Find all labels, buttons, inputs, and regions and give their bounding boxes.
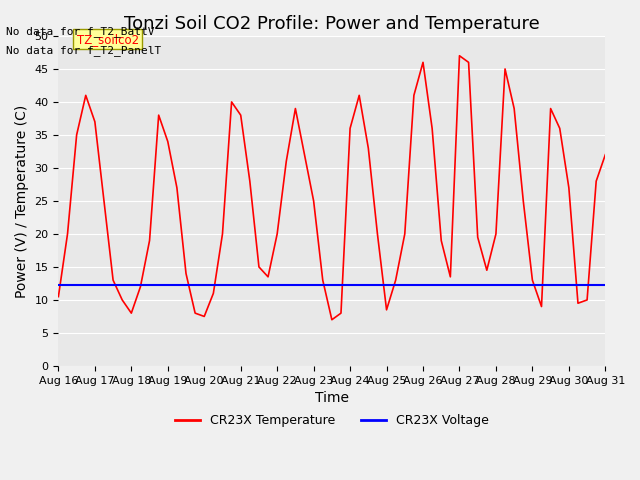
Y-axis label: Power (V) / Temperature (C): Power (V) / Temperature (C): [15, 104, 29, 298]
Text: No data for f_T2_BattV: No data for f_T2_BattV: [6, 25, 155, 36]
Text: No data for f_T2_PanelT: No data for f_T2_PanelT: [6, 45, 162, 56]
Legend: CR23X Temperature, CR23X Voltage: CR23X Temperature, CR23X Voltage: [170, 409, 493, 432]
Text: TZ_soilco2: TZ_soilco2: [77, 33, 139, 46]
X-axis label: Time: Time: [315, 391, 349, 405]
Title: Tonzi Soil CO2 Profile: Power and Temperature: Tonzi Soil CO2 Profile: Power and Temper…: [124, 15, 540, 33]
